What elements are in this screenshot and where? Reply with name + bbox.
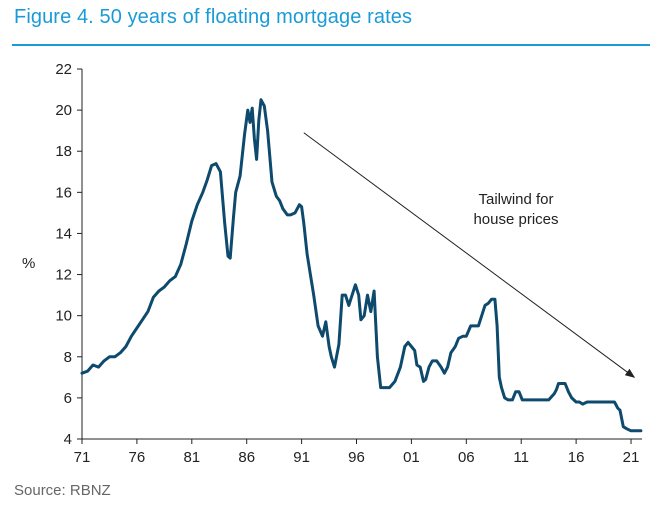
y-axis-label: % <box>22 255 35 272</box>
annotation-text: house prices <box>473 211 558 228</box>
y-tick-label: 16 <box>55 184 72 201</box>
annotation-text: Tailwind for <box>478 191 553 208</box>
y-tick-label: 20 <box>55 102 72 119</box>
y-tick-label: 14 <box>55 225 72 242</box>
y-tick-label: 22 <box>55 61 72 78</box>
x-tick-label: 86 <box>238 449 255 466</box>
chart-annotation: Tailwind for house prices <box>303 132 636 378</box>
rate-series-line <box>80 98 643 433</box>
trend-arrow <box>303 132 636 378</box>
x-tick-label: 76 <box>129 449 146 466</box>
chart-axes <box>81 69 642 440</box>
y-tick-label: 6 <box>64 390 72 407</box>
chart-ticks: 4 6 8 10 12 14 16 18 20 22 71 76 81 86 91 96 01 06 11 16 21% <box>22 61 639 466</box>
x-tick-label: 11 <box>513 449 529 466</box>
x-tick-label: 01 <box>403 449 420 466</box>
x-tick-label: 81 <box>183 449 200 466</box>
x-tick-label: 91 <box>293 449 310 466</box>
y-tick-label: 8 <box>64 349 72 366</box>
title-divider <box>12 44 650 46</box>
x-tick-label: 21 <box>623 449 640 466</box>
y-tick-label: 4 <box>64 431 72 448</box>
x-tick-label: 16 <box>568 449 585 466</box>
chart-series <box>80 98 643 433</box>
x-tick-label: 96 <box>348 449 365 466</box>
y-tick-label: 18 <box>55 143 72 160</box>
x-tick-label: 71 <box>74 449 91 466</box>
x-tick-label: 06 <box>458 449 475 466</box>
source-note: Source: RBNZ <box>14 482 111 499</box>
chart-title: Figure 4. 50 years of floating mortgage … <box>14 6 413 28</box>
y-tick-label: 12 <box>55 267 72 284</box>
y-tick-label: 10 <box>55 308 72 325</box>
